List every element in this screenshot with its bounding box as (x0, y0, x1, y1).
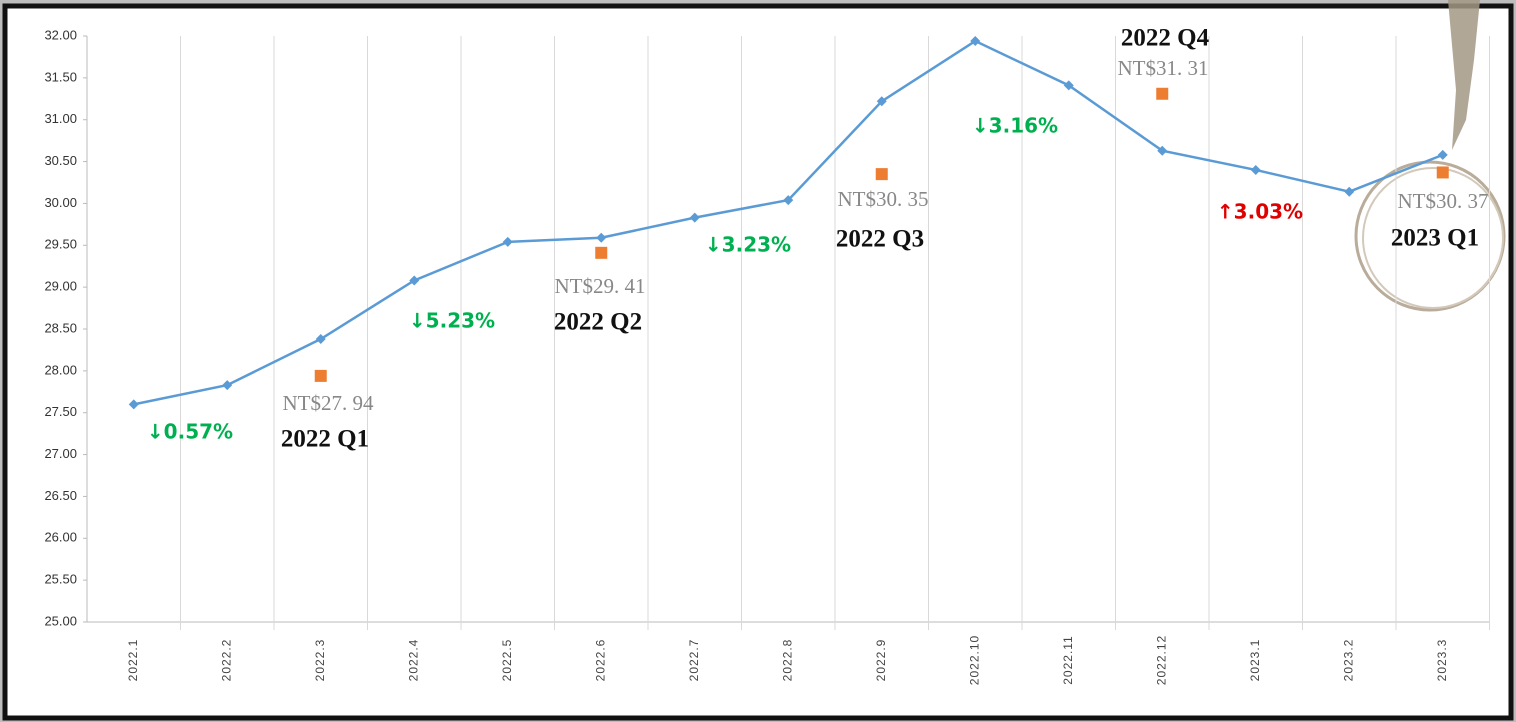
annotation: ↓3.16% (972, 114, 1058, 138)
value-label: NT$29. 41 (555, 274, 646, 298)
x-tick-label: 2022.4 (406, 639, 420, 682)
x-tick-label: 2023.1 (1248, 639, 1262, 682)
y-tick-label: 32.00 (44, 27, 77, 42)
quarter-average (1437, 166, 1449, 178)
quarter-label: 2022 Q3 (836, 226, 924, 253)
y-tick-label: 27.50 (44, 404, 77, 419)
quarter-label: 2023 Q1 (1391, 225, 1479, 252)
y-tick-label: 30.50 (44, 153, 77, 168)
x-tick-label: 2022.11 (1061, 635, 1075, 685)
quarter-label: 2022 Q1 (281, 426, 369, 453)
y-tick-label: 31.00 (44, 111, 77, 126)
y-tick-label: 30.00 (44, 195, 77, 210)
value-label: NT$30. 35 (838, 187, 929, 211)
y-tick-label: 25.00 (44, 613, 77, 628)
quarter-average (1156, 88, 1168, 100)
quarter-average (595, 247, 607, 259)
x-tick-label: 2022.10 (967, 635, 981, 685)
y-tick-label: 29.50 (44, 237, 77, 252)
y-tick-label: 26.50 (44, 488, 77, 503)
x-tick-label: 2022.9 (874, 639, 888, 682)
y-tick-label: 25.50 (44, 572, 77, 587)
y-tick-label: 28.50 (44, 320, 77, 335)
chart-frame (5, 6, 1511, 718)
x-tick-label: 2023.3 (1435, 639, 1449, 682)
annotation: ↑3.03% (1217, 200, 1303, 224)
x-tick-label: 2023.2 (1341, 639, 1355, 682)
quarter-average (315, 370, 327, 382)
value-label: NT$31. 31 (1118, 56, 1209, 80)
chart: 25.00 25.50 26.00 26.50 27.00 27.50 28.00 28.50… (0, 0, 1516, 722)
value-label: NT$30. 37 (1398, 189, 1489, 213)
y-tick-label: 31.50 (44, 69, 77, 84)
y-tick-label: 28.00 (44, 362, 77, 377)
x-tick-label: 2022.12 (1154, 635, 1168, 685)
x-tick-label: 2022.5 (500, 639, 514, 682)
quarter-label: 2022 Q2 (554, 309, 642, 336)
x-tick-label: 2022.2 (219, 639, 233, 682)
x-tick-label: 2022.7 (687, 639, 701, 682)
value-label: NT$27. 94 (283, 391, 374, 415)
quarter-average (876, 168, 888, 180)
x-tick-label: 2022.8 (780, 639, 794, 682)
quarter-label: 2022 Q4 (1121, 25, 1210, 52)
x-tick-label: 2022.3 (313, 639, 327, 682)
annotation: ↓0.57% (147, 420, 233, 444)
x-tick-label: 2022.6 (593, 639, 607, 682)
x-tick-label: 2022.1 (126, 639, 140, 682)
y-tick-label: 27.00 (44, 446, 77, 461)
annotation: ↓5.23% (409, 309, 495, 333)
annotation: ↓3.23% (705, 233, 791, 257)
y-tick-label: 29.00 (44, 279, 77, 294)
y-tick-label: 26.00 (44, 530, 77, 545)
